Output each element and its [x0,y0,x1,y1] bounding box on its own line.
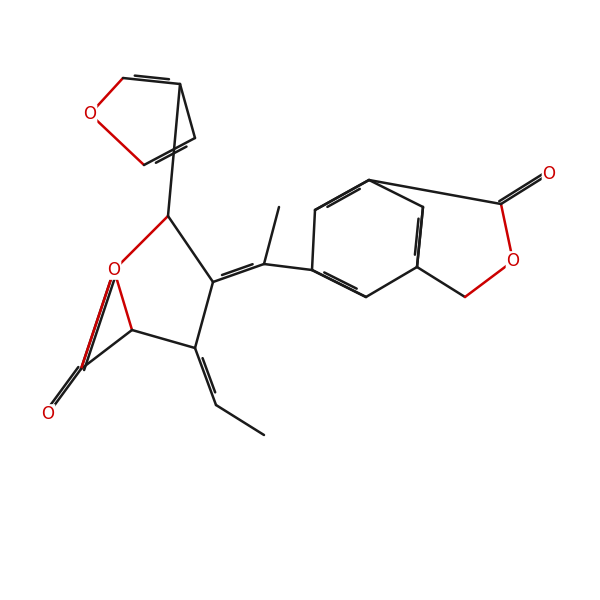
Text: O: O [542,165,556,183]
Text: O: O [83,105,97,123]
Text: O: O [107,261,121,279]
Text: O: O [41,405,55,423]
Text: O: O [506,252,520,270]
